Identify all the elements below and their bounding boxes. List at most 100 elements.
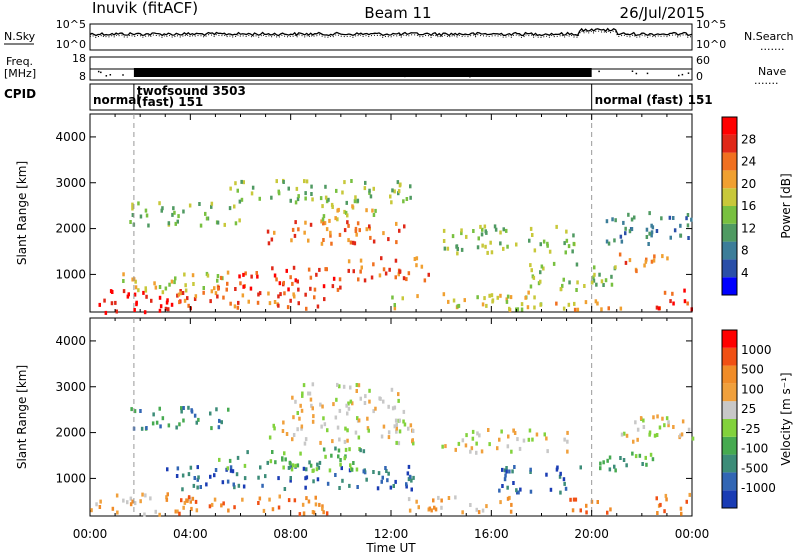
scatter-cell xyxy=(319,402,322,407)
scatter-cell xyxy=(190,409,194,414)
scatter-cell xyxy=(304,292,307,297)
scatter-cell xyxy=(476,245,480,250)
scatter-cell xyxy=(423,278,427,283)
colorbar-tick: 25 xyxy=(741,402,756,416)
scatter-cell xyxy=(144,493,147,498)
scatter-cell xyxy=(181,487,184,492)
scatter-cell xyxy=(165,497,169,502)
scatter-cell xyxy=(347,259,351,264)
scatter-cell xyxy=(475,507,478,512)
scatter-cell xyxy=(339,462,342,467)
scatter-cell xyxy=(351,401,354,406)
scatter-cell xyxy=(384,271,388,276)
scatter-cell xyxy=(161,290,165,295)
scatter-cell xyxy=(545,436,548,441)
scatter-cell xyxy=(305,467,308,472)
nave-dot xyxy=(681,73,684,76)
scatter-cell xyxy=(347,268,350,273)
scatter-cell xyxy=(289,478,292,483)
scatter-cell xyxy=(614,265,617,270)
scatter-cell xyxy=(392,484,395,488)
scatter-cell xyxy=(395,422,398,427)
freq-nave-marks xyxy=(90,68,692,78)
scatter-cell xyxy=(443,246,447,251)
scatter-cell xyxy=(223,222,226,227)
scatter-cell xyxy=(234,287,237,291)
scatter-cell xyxy=(454,447,457,452)
scatter-cell xyxy=(664,493,668,498)
scatter-cell xyxy=(116,510,119,515)
scatter-cell xyxy=(545,472,548,477)
scatter-cell xyxy=(343,439,347,444)
scatter-cell xyxy=(655,433,659,437)
scatter-cell xyxy=(384,466,387,470)
scatter-cell xyxy=(645,462,648,467)
scatter-cell xyxy=(304,437,308,442)
scatter-cell xyxy=(356,416,359,421)
scatter-cell xyxy=(206,273,210,278)
ytick-label: 1000 xyxy=(55,471,86,485)
scatter-cell xyxy=(667,420,670,425)
cpid-frame xyxy=(89,83,693,111)
scatter-cell xyxy=(403,224,406,229)
scatter-cell xyxy=(134,279,137,284)
scatter-cell xyxy=(167,307,170,312)
scatter-cell xyxy=(283,291,286,296)
cpid-label: CPID xyxy=(4,87,36,101)
scatter-cell xyxy=(485,303,488,308)
scatter-cell xyxy=(183,272,186,277)
scatter-cell xyxy=(380,434,384,439)
nave-dot xyxy=(153,71,156,74)
scatter-cell xyxy=(320,424,323,429)
nave-dot xyxy=(344,72,347,75)
scatter-cell xyxy=(291,463,295,468)
scatter-cell xyxy=(566,430,569,435)
scatter-cell xyxy=(196,477,199,482)
scatter-cell xyxy=(349,385,352,390)
scatter-cell xyxy=(387,471,390,476)
scatter-cell xyxy=(593,265,596,270)
scatter-cell xyxy=(349,463,352,468)
scatter-cell xyxy=(397,272,400,277)
scatter-cell xyxy=(618,252,622,257)
scatter-cell xyxy=(336,382,339,387)
scatter-cell xyxy=(559,287,563,292)
colorbar-tick: 8 xyxy=(741,244,749,258)
scatter-cell xyxy=(397,398,400,403)
scatter-cell xyxy=(572,241,576,246)
scatter-cell xyxy=(249,286,253,291)
nsky-trace xyxy=(89,27,693,37)
scatter-cell xyxy=(528,428,532,433)
scatter-cell xyxy=(348,483,351,488)
scatter-cell xyxy=(398,269,402,274)
scatter-cell xyxy=(649,452,653,457)
scatter-cell xyxy=(322,238,325,242)
scatter-cell xyxy=(619,456,622,460)
scatter-cell xyxy=(355,389,358,393)
scatter-cell xyxy=(434,507,438,512)
scatter-cell xyxy=(624,226,627,231)
colorbar-swatch xyxy=(722,490,737,508)
scatter-cell xyxy=(571,249,574,254)
scatter-cell xyxy=(539,279,542,284)
scatter-cell xyxy=(591,280,594,285)
scatter-cell xyxy=(460,231,463,236)
scatter-cell xyxy=(210,201,214,206)
scatter-cell xyxy=(175,425,178,430)
scatter-cell xyxy=(144,208,148,213)
scatter-cell xyxy=(531,437,534,442)
scatter-cell xyxy=(533,295,536,300)
scatter-cell xyxy=(269,459,273,464)
scatter-cell xyxy=(194,294,198,299)
scatter-cell xyxy=(498,488,501,493)
scatter-cell xyxy=(533,248,537,253)
nave-dot xyxy=(526,70,528,72)
nave-dot xyxy=(631,70,634,72)
nave-dot xyxy=(100,71,102,74)
colorbar-tick: 16 xyxy=(741,199,756,213)
scatter-cell xyxy=(294,200,298,205)
scatter-cell xyxy=(242,272,245,277)
scatter-cell xyxy=(668,215,672,220)
scatter-cell xyxy=(133,292,137,297)
